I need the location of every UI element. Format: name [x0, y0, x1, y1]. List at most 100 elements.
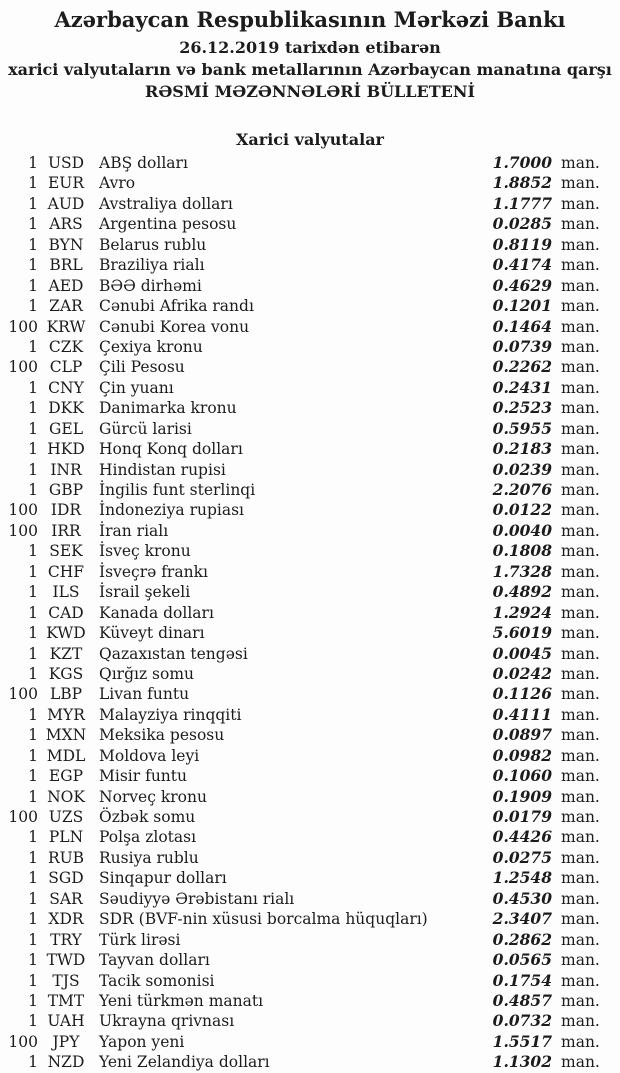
- currency-unit: man.: [561, 848, 600, 867]
- exchange-rate-row: 1 CZK Çexiya kronu 0.0739 man.: [0, 337, 620, 357]
- currency-quantity: 1: [28, 910, 38, 929]
- currency-unit: man.: [561, 215, 600, 234]
- currency-rate: 0.2431: [492, 377, 552, 397]
- currency-rate: 0.1060: [492, 766, 552, 786]
- currency-rate: 0.0242: [492, 663, 552, 683]
- currency-unit: man.: [561, 562, 600, 581]
- currency-unit: man.: [561, 705, 600, 724]
- currency-name: Çin yuanı: [99, 378, 174, 397]
- exchange-rate-row: 1 MDL Moldova leyi 0.0982 man.: [0, 746, 620, 766]
- currency-rate: 0.0239: [492, 459, 552, 479]
- exchange-rate-row: 1 ARS Argentina pesosu 0.0285 man.: [0, 214, 620, 234]
- currency-quantity: 1: [28, 583, 38, 602]
- exchange-rate-row: 1 USD ABŞ dolları 1.7000 man.: [0, 153, 620, 173]
- currency-rate: 0.0982: [492, 745, 552, 765]
- currency-quantity: 1: [28, 971, 38, 990]
- currency-unit: man.: [561, 685, 600, 704]
- currency-rate: 0.5955: [492, 418, 552, 438]
- exchange-rate-row: 1 AUD Avstraliya dolları 1.1777 man.: [0, 194, 620, 214]
- currency-rate: 0.4111: [492, 704, 552, 724]
- exchange-rate-row: 1 CNY Çin yuanı 0.2431 man.: [0, 378, 620, 398]
- currency-quantity: 100: [8, 521, 38, 540]
- currency-unit: man.: [561, 828, 600, 847]
- currency-rate: 0.4629: [492, 275, 552, 295]
- currency-quantity: 1: [28, 337, 38, 356]
- currency-quantity: 1: [28, 644, 38, 663]
- currency-name: Moldova leyi: [99, 746, 200, 765]
- currency-rate: 0.1126: [492, 684, 552, 704]
- currency-name: İran rialı: [99, 521, 169, 540]
- currency-rate: 1.5517: [492, 1031, 552, 1051]
- currency-code: KWD: [46, 624, 86, 643]
- currency-unit: man.: [561, 930, 600, 949]
- currency-name: İsveçrə frankı: [99, 562, 208, 581]
- exchange-rate-row: 1 ZAR Cənubi Afrika randı 0.1201 man.: [0, 296, 620, 316]
- currency-code: CAD: [48, 603, 84, 622]
- exchange-rates-table: 1 USD ABŞ dolları 1.7000 man. 1 EUR Avro…: [0, 153, 620, 1073]
- exchange-rate-row: 1 SGD Sinqapur dolları 1.2548 man.: [0, 868, 620, 888]
- currency-name: İsrail şekeli: [99, 583, 191, 602]
- currency-rate: 0.0122: [492, 500, 552, 520]
- currency-unit: man.: [561, 910, 600, 929]
- currency-code: MYR: [47, 705, 85, 724]
- currency-unit: man.: [561, 399, 600, 418]
- exchange-rate-row: 100 LBP Livan funtu 0.1126 man.: [0, 684, 620, 704]
- currency-quantity: 1: [28, 460, 38, 479]
- exchange-rate-row: 1 TJS Tacik somonisi 0.1754 man.: [0, 971, 620, 991]
- currency-quantity: 1: [28, 767, 38, 786]
- currency-name: Qazaxıstan tengəsi: [99, 644, 248, 663]
- currency-unit: man.: [561, 154, 600, 172]
- currency-code: KRW: [46, 317, 86, 336]
- exchange-rate-row: 100 IDR İndoneziya rupiası 0.0122 man.: [0, 500, 620, 520]
- exchange-rate-row: 1 BYN Belarus rublu 0.8119 man.: [0, 235, 620, 255]
- currency-name: Avro: [99, 174, 136, 193]
- currency-name: SDR (BVF-nin xüsusi borcalma hüquqları): [99, 910, 428, 929]
- currency-quantity: 1: [28, 787, 38, 806]
- currency-quantity: 1: [28, 1053, 38, 1072]
- currency-rate: 1.8852: [492, 173, 552, 193]
- currency-rate: 0.0285: [492, 214, 552, 234]
- currency-quantity: 1: [28, 276, 38, 295]
- currency-quantity: 1: [28, 664, 38, 683]
- exchange-rate-row: 1 AED BƏƏ dirhəmi 0.4629 man.: [0, 276, 620, 296]
- exchange-rate-row: 1 NZD Yeni Zelandiya dolları 1.1302 man.: [0, 1052, 620, 1072]
- currency-code: ZAR: [49, 297, 83, 316]
- currency-unit: man.: [561, 746, 600, 765]
- currency-unit: man.: [561, 889, 600, 908]
- document-subtitle: xarici valyutaların və bank metallarının…: [8, 60, 612, 79]
- exchange-rate-row: 1 CAD Kanada dolları 1.2924 man.: [0, 603, 620, 623]
- currency-quantity: 1: [28, 624, 38, 643]
- currency-unit: man.: [561, 337, 600, 356]
- currency-code: RUB: [47, 848, 85, 867]
- currency-quantity: 100: [8, 358, 38, 377]
- currency-unit: man.: [561, 1053, 600, 1072]
- currency-quantity: 1: [28, 869, 38, 888]
- currency-name: Norveç kronu: [99, 787, 207, 806]
- currency-quantity: 1: [28, 562, 38, 581]
- currency-code: BRL: [49, 256, 83, 275]
- currency-name: Yeni türkmən manatı: [99, 991, 264, 1010]
- currency-code: HKD: [47, 440, 85, 459]
- exchange-rate-row: 1 DKK Danimarka kronu 0.2523 man.: [0, 398, 620, 418]
- currency-unit: man.: [561, 440, 600, 459]
- exchange-rate-row: 1 HKD Honq Konq dolları 0.2183 man.: [0, 439, 620, 459]
- currency-code: LBP: [49, 685, 83, 704]
- currency-name: Ukrayna qrivnası: [99, 1012, 235, 1031]
- currency-quantity: 1: [28, 542, 38, 561]
- currency-name: Hindistan rupisi: [99, 460, 226, 479]
- currency-name: İsveç kronu: [99, 542, 191, 561]
- currency-unit: man.: [561, 174, 600, 193]
- exchange-rate-row: 1 ILS İsrail şekeli 0.4892 man.: [0, 582, 620, 602]
- currency-rate: 0.4892: [492, 582, 552, 602]
- bulletin-title: RƏSMİ MƏZƏNNƏLƏRİ BÜLLETENİ: [145, 82, 475, 101]
- currency-name: Çexiya kronu: [99, 337, 203, 356]
- currency-rate: 0.8119: [492, 234, 552, 254]
- currency-unit: man.: [561, 808, 600, 826]
- currency-unit: man.: [561, 419, 600, 438]
- currency-quantity: 1: [28, 951, 38, 970]
- currency-code: TRY: [50, 930, 82, 949]
- currency-quantity: 1: [28, 235, 38, 254]
- currency-name: Səudiyyə Ərəbistanı rialı: [99, 889, 295, 908]
- currency-name: Cənubi Korea vonu: [99, 317, 250, 336]
